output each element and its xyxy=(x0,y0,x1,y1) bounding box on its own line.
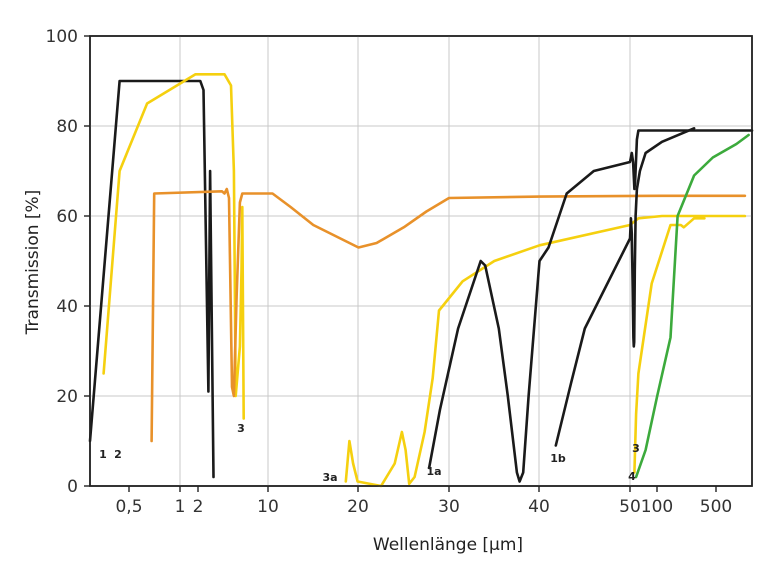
x-tick-label: 50 xyxy=(619,497,641,517)
curve-labels: 1 2 3 3a 1a 1b 3 4 xyxy=(99,422,640,484)
y-tick-label: 40 xyxy=(56,297,78,317)
y-tick-label: 60 xyxy=(56,207,78,227)
y-tick-label: 100 xyxy=(46,27,78,47)
y-axis-title: Transmission [%] xyxy=(23,190,43,336)
series-line-1-black xyxy=(88,79,215,479)
curve-label: 1a xyxy=(426,465,441,478)
series-line-3-yellow xyxy=(633,217,706,474)
plot-area xyxy=(89,35,753,487)
curve-label: 2 xyxy=(114,448,122,461)
curve-label: 4 xyxy=(628,470,636,483)
x-tick-label: 10 xyxy=(257,497,279,517)
x-tick-label: 500 xyxy=(700,497,732,517)
series-line-2-orange xyxy=(150,187,747,443)
series-group xyxy=(88,73,754,488)
y-tick-label: 0 xyxy=(67,477,78,497)
x-tick-label: 100 xyxy=(641,497,673,517)
curve-label: 1b xyxy=(550,452,566,465)
series-line-3a-yellow xyxy=(344,304,444,488)
x-tick-label: 1 xyxy=(175,497,186,517)
plot-frame xyxy=(89,35,753,487)
x-tick-label: 0,5 xyxy=(115,497,142,517)
curve-label: 1 xyxy=(99,448,107,461)
series-line-1-yellow xyxy=(102,73,245,420)
series-line-3-yellow xyxy=(441,214,747,308)
curve-label: 3 xyxy=(632,442,640,455)
series-line-1a-black xyxy=(427,129,754,483)
x-tick-label: 40 xyxy=(528,497,550,517)
curve-label: 3 xyxy=(237,422,245,435)
x-tick-label: 30 xyxy=(438,497,460,517)
x-axis-title: Wellenlänge [µm] xyxy=(373,535,523,555)
series-line-1b-black xyxy=(554,127,696,447)
x-tick-label: 2 xyxy=(193,497,204,517)
curve-label: 3a xyxy=(322,471,337,484)
series-line-4-green xyxy=(634,133,750,479)
y-axis-ticks: 0 20 40 60 80 100 xyxy=(46,27,90,497)
y-tick-label: 20 xyxy=(56,387,78,407)
y-tick-label: 80 xyxy=(56,117,78,137)
x-axis-ticks: 0,5 1 2 10 20 30 40 50 100 500 xyxy=(115,486,732,517)
x-tick-label: 20 xyxy=(347,497,369,517)
